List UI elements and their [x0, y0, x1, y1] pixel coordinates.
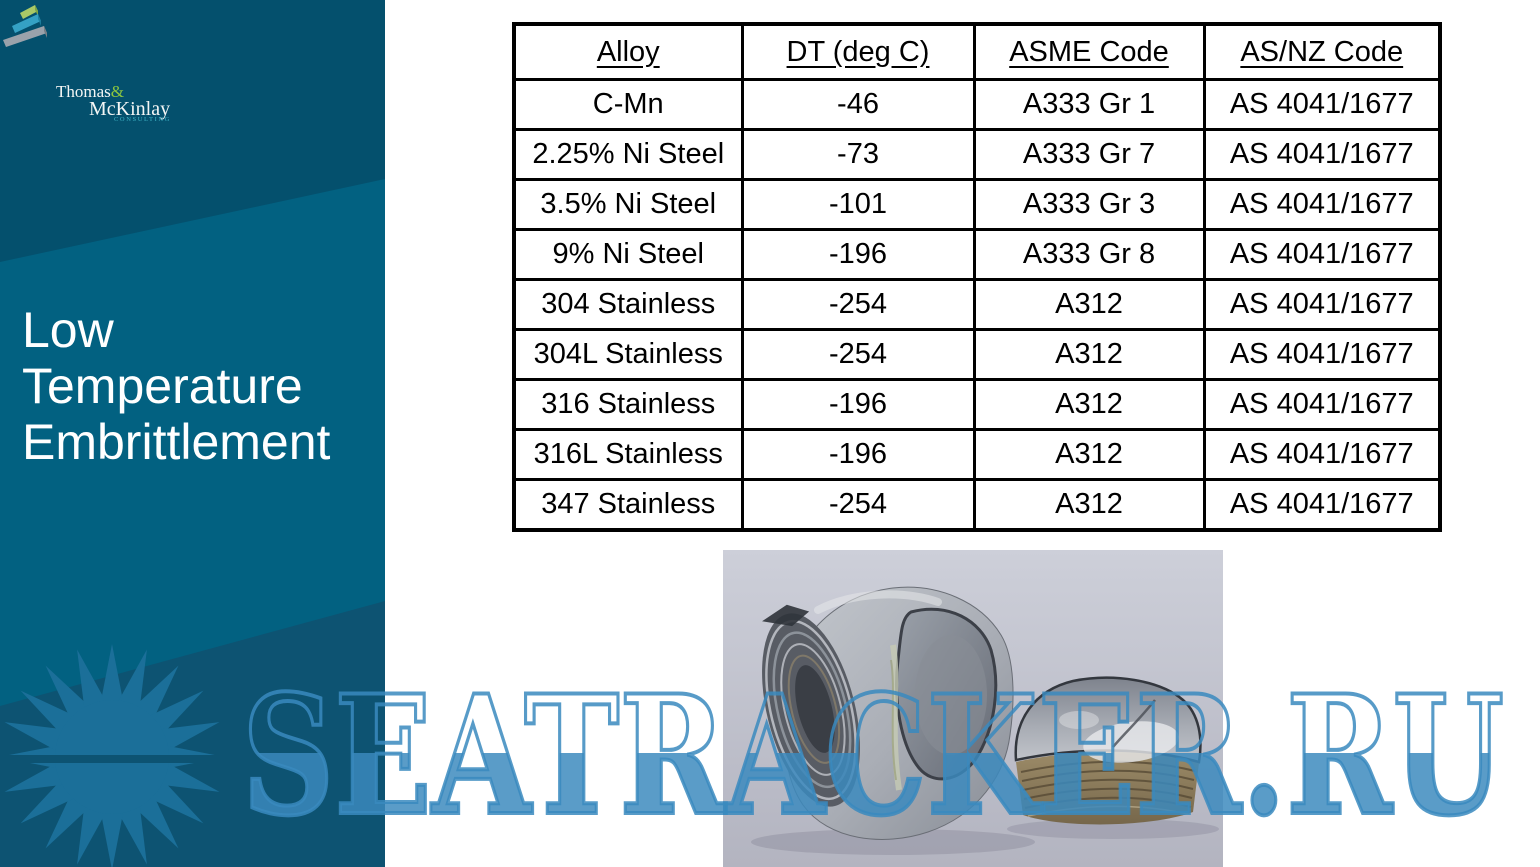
table-cell: A333 Gr 1: [972, 78, 1206, 131]
table-cell: -46: [740, 78, 976, 131]
logo-name-top: Thomas&: [56, 82, 124, 102]
table-cell: AS 4041/1677: [1202, 78, 1442, 131]
logo-steps-icon: [3, 5, 47, 47]
table-cell: AS 4041/1677: [1202, 228, 1442, 281]
table-row: 3.5% Ni Steel -101 A333 Gr 3 AS 4041/167…: [512, 178, 1442, 231]
table-cell: AS 4041/1677: [1202, 478, 1442, 531]
table-cell: C-Mn: [512, 78, 744, 131]
table-cell: -196: [740, 428, 976, 481]
table-header-row: Alloy DT (deg C) ASME Code AS/NZ Code: [512, 22, 1442, 81]
logo-subtitle: CONSULTING: [114, 116, 171, 123]
company-logo: Thomas& McKinlay CONSULTING: [0, 0, 240, 140]
table-cell: 316 Stainless: [512, 378, 744, 431]
table-cell: AS 4041/1677: [1202, 428, 1442, 481]
table-cell: -254: [740, 278, 976, 331]
table-cell: AS 4041/1677: [1202, 328, 1442, 381]
sidebar: Thomas& McKinlay CONSULTING Low Temperat…: [0, 0, 385, 867]
table-row: 2.25% Ni Steel -73 A333 Gr 7 AS 4041/167…: [512, 128, 1442, 181]
table-cell: 304 Stainless: [512, 278, 744, 331]
table-cell: A312: [972, 278, 1206, 331]
title-line-3: Embrittlement: [22, 414, 331, 470]
fracture-photo-drawing: [723, 550, 1223, 867]
logo-name-part1: Thomas: [56, 82, 111, 101]
table-cell: 347 Stainless: [512, 478, 744, 531]
table-cell: -196: [740, 378, 976, 431]
logo-ampersand: &: [110, 82, 125, 101]
table-cell: -73: [740, 128, 976, 181]
table-row: 304L Stainless -254 A312 AS 4041/1677: [512, 328, 1442, 381]
table-cell: 2.25% Ni Steel: [512, 128, 744, 181]
table-row: 9% Ni Steel -196 A333 Gr 8 AS 4041/1677: [512, 228, 1442, 281]
table-cell: -254: [740, 478, 976, 531]
table-cell: A312: [972, 478, 1206, 531]
column-header-alloy: Alloy: [512, 22, 744, 81]
fracture-photo: [723, 550, 1223, 867]
table-cell: AS 4041/1677: [1202, 278, 1442, 331]
table-row: 304 Stainless -254 A312 AS 4041/1677: [512, 278, 1442, 331]
title-line-2: Temperature: [22, 358, 303, 414]
threaded-collar: [762, 604, 860, 807]
table-cell: 316L Stainless: [512, 428, 744, 481]
table-cell: A312: [972, 428, 1206, 481]
column-header-asnz: AS/NZ Code: [1202, 22, 1442, 81]
left-broken-fitting: [762, 586, 1014, 840]
table-cell: -254: [740, 328, 976, 381]
table-row: 316 Stainless -196 A312 AS 4041/1677: [512, 378, 1442, 431]
table-cell: 3.5% Ni Steel: [512, 178, 744, 231]
table-cell: AS 4041/1677: [1202, 128, 1442, 181]
column-header-dt: DT (deg C): [740, 22, 976, 81]
sun-logo-icon: [0, 644, 230, 867]
table-cell: AS 4041/1677: [1202, 378, 1442, 431]
table-cell: A312: [972, 328, 1206, 381]
table-row: 316L Stainless -196 A312 AS 4041/1677: [512, 428, 1442, 481]
alloy-table: Alloy DT (deg C) ASME Code AS/NZ Code C-…: [512, 22, 1442, 532]
logo-name-bottom: McKinlay: [89, 98, 171, 120]
table-cell: AS 4041/1677: [1202, 178, 1442, 231]
table-cell: A312: [972, 378, 1206, 431]
table-cell: A333 Gr 7: [972, 128, 1206, 181]
table-cell: 304L Stainless: [512, 328, 744, 381]
table-cell: -101: [740, 178, 976, 231]
table-cell: A333 Gr 8: [972, 228, 1206, 281]
table-cell: -196: [740, 228, 976, 281]
title-line-1: Low: [22, 302, 114, 358]
sidebar-background: [0, 0, 385, 867]
table-cell: A333 Gr 3: [972, 178, 1206, 231]
page-title: Low Temperature Embrittlement: [22, 302, 330, 470]
column-header-asme: ASME Code: [972, 22, 1206, 81]
right-broken-cap: [1014, 676, 1202, 825]
table-row: 347 Stainless -254 A312 AS 4041/1677: [512, 478, 1442, 531]
table-row: C-Mn -46 A333 Gr 1 AS 4041/1677: [512, 78, 1442, 131]
table-cell: 9% Ni Steel: [512, 228, 744, 281]
